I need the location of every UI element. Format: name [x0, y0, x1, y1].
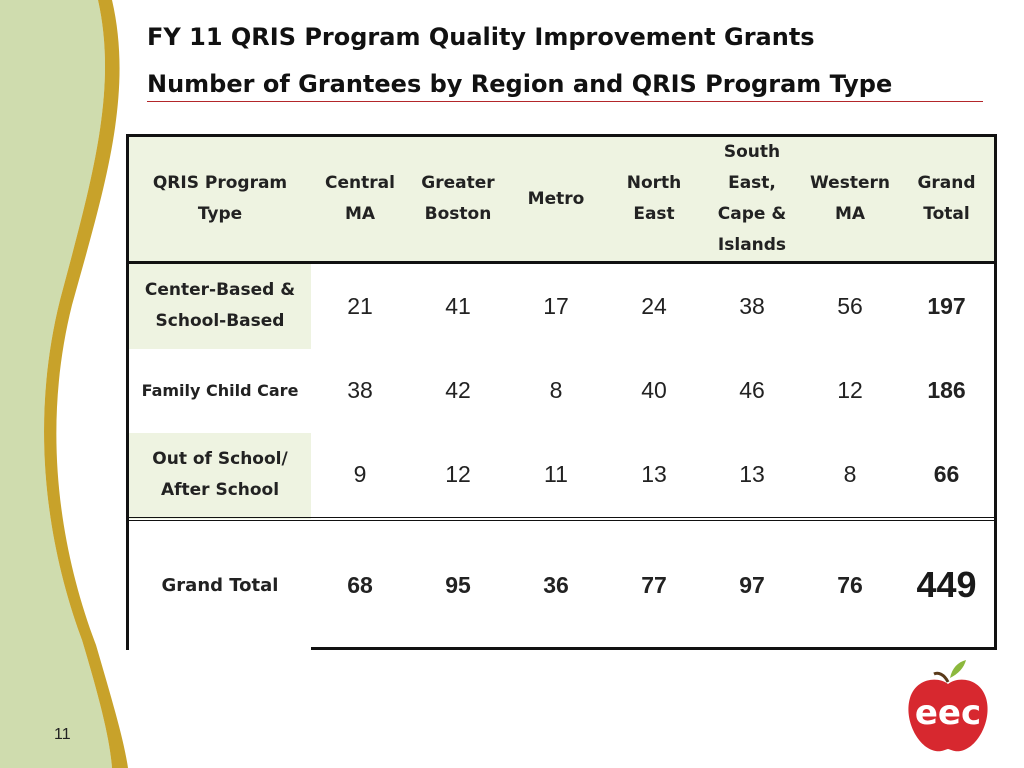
title-line-2: Number of Grantees by Region and QRIS Pr…: [147, 70, 893, 98]
table-cell: 41: [445, 292, 471, 319]
header-central-ma: Central MA: [311, 137, 409, 263]
table-cell: 9: [353, 461, 367, 487]
table-cell: 24: [641, 292, 667, 319]
decorative-side-ribbon: [0, 0, 129, 768]
grand-total-cell: 77: [641, 571, 667, 598]
table-cell: 46: [739, 377, 765, 403]
title-line-1: FY 11 QRIS Program Quality Improvement G…: [147, 23, 815, 51]
table-row: Center-Based & School-Based 21 41 17 24 …: [129, 262, 994, 349]
grand-total-label: Grand Total: [129, 518, 311, 650]
grand-total-cell: 76: [837, 571, 863, 598]
grand-total-row: Grand Total 68 95 36 77 97 76 449: [129, 518, 994, 650]
table-header-row: QRIS Program Type Central MA Greater Bos…: [129, 137, 994, 263]
row-total-cell: 186: [927, 377, 966, 403]
table-cell: 8: [549, 377, 563, 403]
grantees-table-container: QRIS Program Type Central MA Greater Bos…: [126, 134, 997, 650]
apple-logo-icon: eec: [908, 660, 988, 752]
row-total-cell: 197: [927, 292, 966, 319]
table-cell: 56: [837, 292, 863, 319]
table-row: Family Child Care 38 42 8 40 46 12 186: [129, 348, 994, 433]
header-program-type: QRIS Program Type: [129, 137, 311, 263]
header-north-east: North East: [605, 137, 703, 263]
header-south-east: South East, Cape & Islands: [703, 137, 801, 263]
table-cell: 13: [641, 461, 667, 487]
grand-total-cell: 95: [445, 571, 471, 598]
table-cell: 12: [837, 377, 863, 403]
table-cell: 13: [739, 461, 765, 487]
table-row: Out of School/ After School 9 12 11 13 1…: [129, 432, 994, 519]
table-cell: 38: [347, 377, 373, 403]
table-cell: 8: [843, 461, 857, 487]
table-cell: 42: [445, 377, 471, 403]
table-cell: 38: [739, 292, 765, 319]
row-label: Family Child Care: [129, 348, 311, 433]
title-underline: [147, 101, 983, 102]
row-label: Out of School/ After School: [129, 432, 311, 519]
table-cell: 21: [347, 292, 373, 319]
logo-text: eec: [915, 693, 981, 733]
page-number: 11: [54, 726, 71, 743]
table-cell: 40: [641, 377, 667, 403]
header-grand-total: Grand Total: [899, 137, 994, 263]
grand-total-cell: 36: [543, 571, 569, 598]
overall-grand-total: 449: [916, 564, 977, 605]
slide-title: FY 11 QRIS Program Quality Improvement G…: [147, 14, 987, 108]
header-metro: Metro: [507, 137, 605, 263]
grantees-table: QRIS Program Type Central MA Greater Bos…: [129, 137, 994, 650]
table-cell: 12: [445, 461, 471, 487]
row-label: Center-Based & School-Based: [129, 262, 311, 349]
grand-total-cell: 68: [347, 571, 373, 598]
row-total-cell: 66: [933, 461, 960, 487]
table-cell: 17: [543, 292, 569, 319]
header-western-ma: Western MA: [801, 137, 899, 263]
header-greater-boston: Greater Boston: [409, 137, 507, 263]
grand-total-cell: 97: [739, 571, 765, 598]
table-cell: 11: [544, 461, 568, 487]
